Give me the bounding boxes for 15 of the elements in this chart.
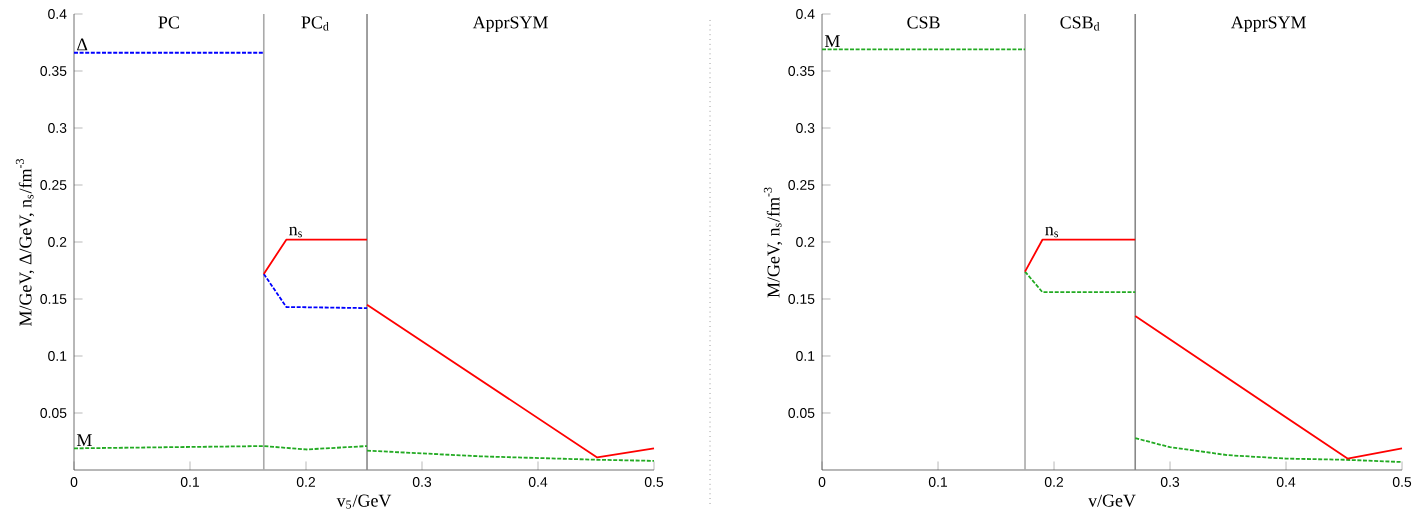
annotation: ApprSYM [472,16,548,33]
series-label: M [76,434,92,446]
series-label: n$_{s}$ [1045,226,1058,238]
annotation: CSB [907,16,940,29]
x-axis-title: v/GeV [1088,494,1136,507]
series-label: Δ [77,38,88,51]
y-axis-title: M/GeV, Δ/GeV, n$_{s}$/fm$^{-3}$ [15,158,35,326]
series-label: M [824,35,840,47]
annotation: PC$_{d}$ [301,16,329,31]
annotation: ApprSYM [1230,16,1306,33]
series-label: n$_{s}$ [289,226,302,238]
x-axis-title: v$_{5}$/GeV [336,494,392,509]
annotation: PC [158,16,179,29]
annotation: CSB$_{d}$ [1060,16,1100,31]
y-axis-title: M/GeV, n$_{s}$/fm$^{-3}$ [763,187,783,298]
